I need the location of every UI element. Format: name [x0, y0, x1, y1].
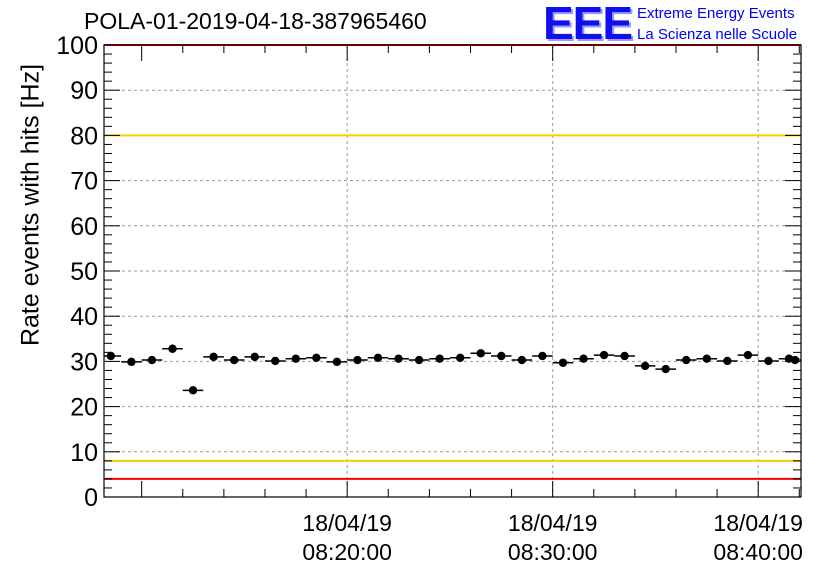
data-point: [188, 386, 198, 395]
y-tick-label: 80: [70, 122, 98, 150]
y-tick-label: 70: [70, 168, 98, 196]
data-point: [620, 351, 629, 361]
data-point: [661, 364, 670, 374]
y-tick-label: 0: [84, 484, 98, 512]
data-point: [312, 353, 321, 362]
data-point: [127, 357, 136, 367]
logo-caption-line2: La Scienza nelle Scuole: [637, 26, 798, 43]
logo-caption-line1: Extreme Energy Events: [637, 5, 795, 22]
x-tick-label-date: 18/04/19: [508, 510, 598, 536]
data-point: [790, 355, 800, 365]
y-tick-label: 10: [70, 439, 98, 467]
y-tick-label: 40: [70, 303, 98, 331]
data-point: [106, 351, 116, 361]
data-point: [147, 355, 157, 365]
data-point: [394, 354, 403, 363]
y-tick-label: 30: [70, 348, 98, 376]
data-point: [702, 354, 712, 363]
x-tick-label-time: 08:30:00: [508, 539, 598, 565]
data-point: [640, 361, 650, 371]
data-point: [353, 355, 362, 365]
data-point: [476, 349, 485, 358]
data-point: [209, 352, 218, 362]
data-point: [682, 355, 691, 365]
data-point: [558, 358, 568, 367]
y-tick-label: 50: [70, 258, 98, 286]
chart-title: POLA-01-2019-04-18-387965460: [84, 8, 427, 34]
data-point: [332, 357, 342, 367]
data-point: [250, 352, 259, 362]
data-point: [229, 355, 239, 365]
data-point: [291, 354, 301, 363]
y-tick-label: 60: [70, 213, 98, 241]
x-tick-label-time: 08:20:00: [302, 539, 392, 565]
data-point: [599, 350, 609, 360]
data-point: [764, 356, 773, 366]
data-point: [579, 354, 588, 363]
data-point: [517, 355, 527, 365]
data-point: [168, 344, 177, 353]
x-tick-label-date: 18/04/19: [302, 510, 392, 536]
logo-caption: Extreme Energy Events La Scienza nelle S…: [637, 3, 797, 45]
data-point: [456, 353, 465, 362]
data-point: [743, 350, 753, 360]
data-point: [414, 355, 424, 365]
y-tick-label: 20: [70, 394, 98, 422]
y-tick-label: 90: [70, 77, 98, 105]
eee-logo: EEE: [543, 0, 633, 49]
data-point: [723, 356, 732, 366]
x-tick-label-date: 18/04/19: [713, 510, 803, 536]
y-tick-label: 100: [56, 32, 98, 60]
data-point: [271, 356, 280, 366]
x-tick-label-time: 08:40:00: [713, 539, 803, 565]
data-point: [373, 353, 383, 362]
data-point: [435, 354, 444, 363]
data-point: [538, 351, 547, 361]
data-point: [497, 351, 506, 361]
